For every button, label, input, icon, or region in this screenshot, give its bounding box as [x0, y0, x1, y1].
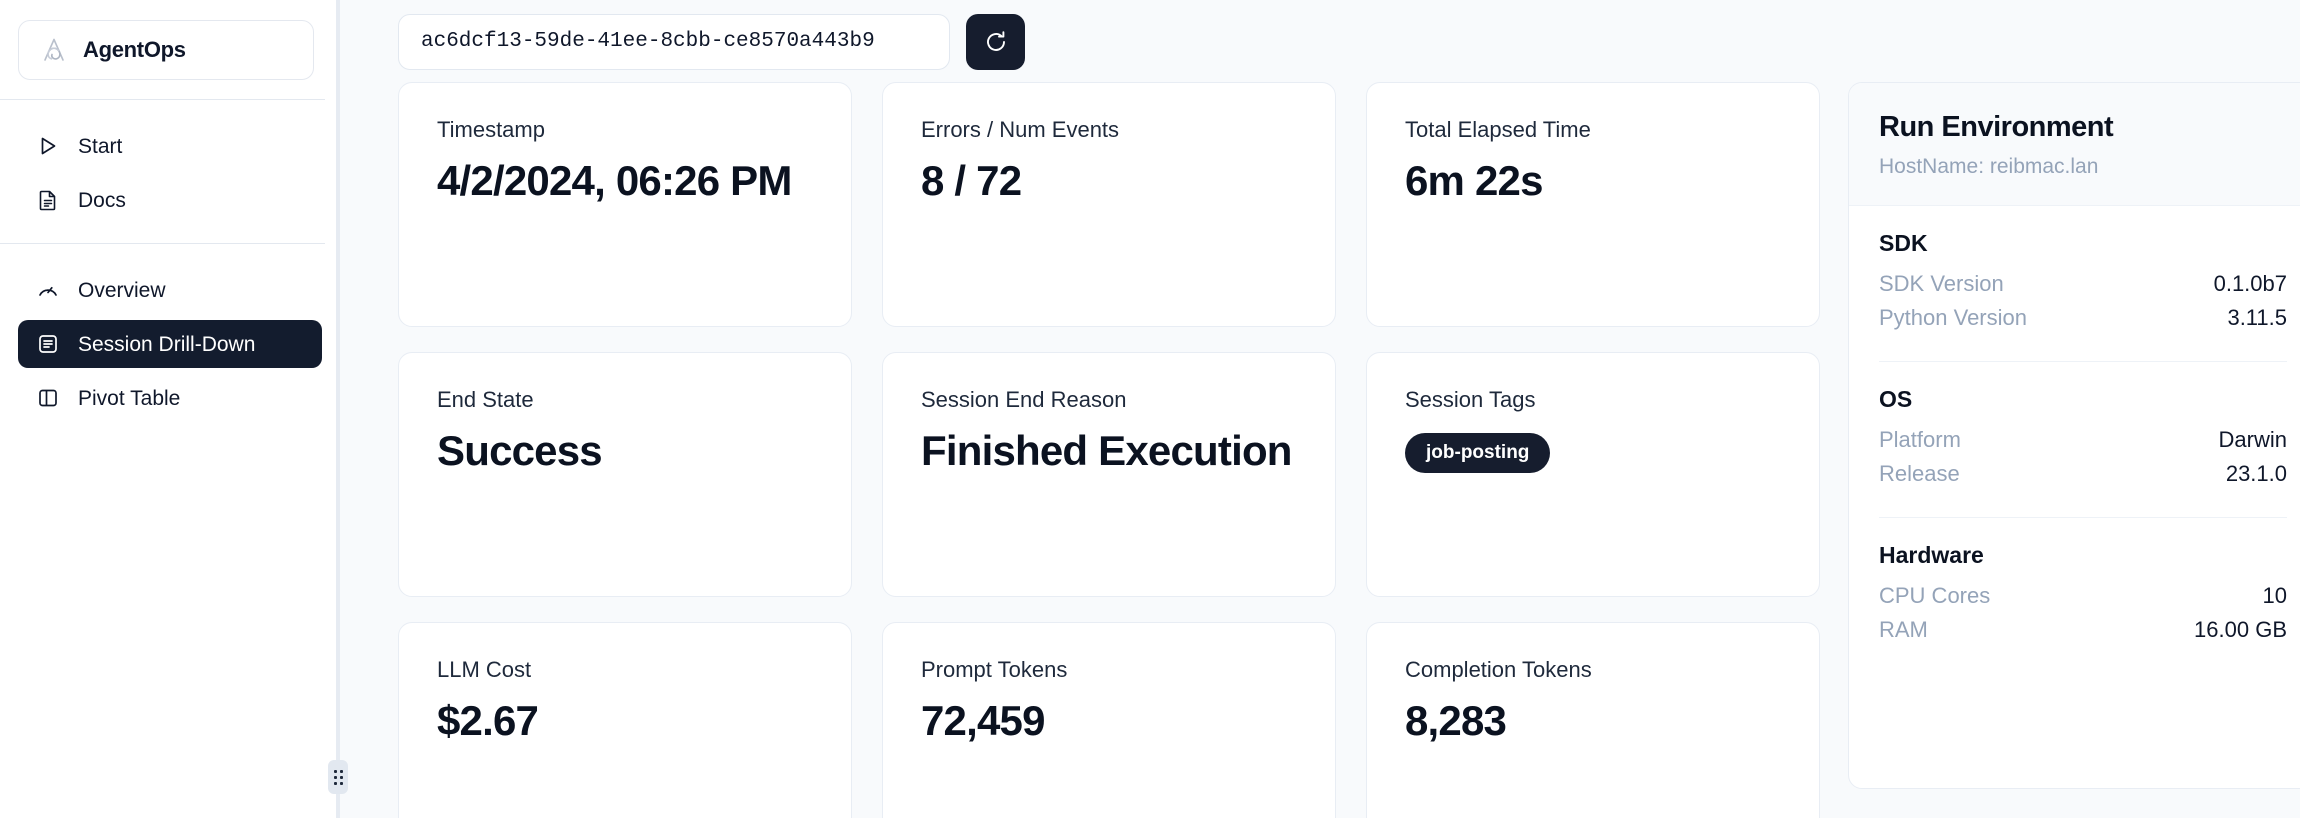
- refresh-button[interactable]: [966, 13, 1025, 70]
- env-key: SDK Version: [1879, 271, 2004, 296]
- env-key: RAM: [1879, 617, 1928, 642]
- card-end-state: End State Success: [398, 352, 852, 597]
- session-id-input[interactable]: [398, 13, 950, 70]
- sidebar-divider-top: [0, 99, 325, 100]
- card-llm-cost: LLM Cost $2.67: [398, 622, 852, 818]
- sidebar-resize-rail[interactable]: [336, 0, 340, 818]
- run-environment-body: SDK SDK Version 0.1.0b7 Python Version 3…: [1849, 206, 2300, 651]
- gauge-icon: [36, 278, 60, 302]
- card-value: $2.67: [437, 697, 539, 745]
- env-row: Release 23.1.0: [1879, 457, 2287, 491]
- run-environment-panel: Run Environment HostName: reibmac.lan SD…: [1848, 82, 2300, 789]
- card-timestamp: Timestamp 4/2/2024, 06:26 PM: [398, 82, 852, 327]
- sidebar-item-label: Docs: [78, 188, 126, 212]
- card-prompt-tokens: Prompt Tokens 72,459: [882, 622, 1336, 818]
- card-value: Finished Execution: [921, 427, 1292, 475]
- card-session-end-reason: Session End Reason Finished Execution: [882, 352, 1336, 597]
- card-label: Session Tags: [1405, 387, 1536, 412]
- env-section-title: OS: [1879, 386, 1913, 412]
- sidebar-resize-grip[interactable]: [328, 760, 348, 794]
- card-total-elapsed-time: Total Elapsed Time 6m 22s: [1366, 82, 1820, 327]
- card-value: Success: [437, 427, 603, 475]
- sidebar-item-pivot-table[interactable]: Pivot Table: [18, 374, 322, 422]
- brand-button[interactable]: AgentOps: [18, 20, 314, 80]
- env-row: SDK Version 0.1.0b7: [1879, 267, 2287, 301]
- content-row: Timestamp 4/2/2024, 06:26 PM Errors / Nu…: [398, 76, 2300, 818]
- card-label: Session End Reason: [921, 387, 1127, 412]
- card-label: Total Elapsed Time: [1405, 117, 1591, 142]
- card-label: Errors / Num Events: [921, 117, 1120, 142]
- metrics-grid: Timestamp 4/2/2024, 06:26 PM Errors / Nu…: [398, 82, 1820, 818]
- hostname-label: HostName: reibmac.lan: [1879, 155, 2099, 178]
- panel-columns-icon: [36, 386, 60, 410]
- topbar: [398, 0, 2274, 76]
- env-section-title: Hardware: [1879, 542, 1984, 568]
- env-value: Darwin: [2218, 427, 2287, 452]
- card-value: 8 / 72: [921, 157, 1022, 205]
- env-key: CPU Cores: [1879, 583, 1991, 608]
- agentops-logo-icon: [39, 35, 69, 65]
- sidebar-item-label: Start: [78, 134, 123, 158]
- env-value: 23.1.0: [2225, 461, 2287, 486]
- card-label: LLM Cost: [437, 657, 532, 682]
- brand-container: AgentOps: [0, 0, 340, 80]
- card-session-tags: Session Tags job-posting: [1366, 352, 1820, 597]
- sidebar-divider-mid: [0, 243, 325, 244]
- env-section-sdk: SDK SDK Version 0.1.0b7 Python Version 3…: [1879, 206, 2287, 339]
- sidebar-nav-primary: Start Docs: [0, 100, 340, 224]
- env-row: Platform Darwin: [1879, 423, 2287, 457]
- grip-dots-icon: [333, 769, 343, 785]
- play-icon: [36, 134, 60, 158]
- status-badge[interactable]: job-posting: [1405, 433, 1551, 474]
- card-value: 8,283: [1405, 697, 1507, 745]
- sidebar-item-session-drill-down[interactable]: Session Drill-Down: [18, 320, 322, 368]
- card-label: Prompt Tokens: [921, 657, 1068, 682]
- env-key: Release: [1879, 461, 1960, 486]
- env-value: 0.1.0b7: [2213, 271, 2287, 296]
- list-square-icon: [36, 332, 60, 356]
- card-value: 72,459: [921, 697, 1045, 745]
- sidebar-nav-secondary: Overview Session Drill-Down: [0, 244, 340, 422]
- env-section-title: SDK: [1879, 230, 1928, 256]
- card-value: 4/2/2024, 06:26 PM: [437, 157, 792, 205]
- env-key: Platform: [1879, 427, 1961, 452]
- card-value: 6m 22s: [1405, 157, 1543, 205]
- sidebar-item-docs[interactable]: Docs: [18, 176, 322, 224]
- env-value: 3.11.5: [2227, 305, 2287, 330]
- sidebar-item-label: Session Drill-Down: [78, 332, 256, 356]
- card-label: End State: [437, 387, 534, 412]
- env-value: 10: [2262, 583, 2287, 608]
- run-environment-header: Run Environment HostName: reibmac.lan: [1849, 83, 2300, 206]
- env-row: RAM 16.00 GB: [1879, 613, 2287, 647]
- refresh-icon: [983, 29, 1009, 55]
- env-row: Python Version 3.11.5: [1879, 301, 2287, 335]
- sidebar: AgentOps Start: [0, 0, 348, 818]
- main-content: Timestamp 4/2/2024, 06:26 PM Errors / Nu…: [340, 0, 2300, 818]
- card-label: Timestamp: [437, 117, 545, 142]
- sidebar-item-label: Overview: [78, 278, 166, 302]
- brand-name: AgentOps: [83, 37, 186, 62]
- sidebar-item-label: Pivot Table: [78, 386, 181, 410]
- page-title: Run Environment: [1879, 111, 2114, 143]
- card-completion-tokens: Completion Tokens 8,283: [1366, 622, 1820, 818]
- env-value: 16.00 GB: [2194, 617, 2287, 642]
- sidebar-item-overview[interactable]: Overview: [18, 266, 322, 314]
- env-row: CPU Cores 10: [1879, 579, 2287, 613]
- document-icon: [36, 188, 60, 212]
- env-section-os: OS Platform Darwin Release 23.1.0: [1879, 361, 2287, 495]
- env-section-hardware: Hardware CPU Cores 10 RAM 16.00 GB: [1879, 517, 2287, 651]
- card-errors-num-events: Errors / Num Events 8 / 72: [882, 82, 1336, 327]
- sidebar-item-start[interactable]: Start: [18, 122, 322, 170]
- session-tag-list: job-posting: [1405, 433, 1781, 474]
- card-label: Completion Tokens: [1405, 657, 1592, 682]
- env-key: Python Version: [1879, 305, 2027, 330]
